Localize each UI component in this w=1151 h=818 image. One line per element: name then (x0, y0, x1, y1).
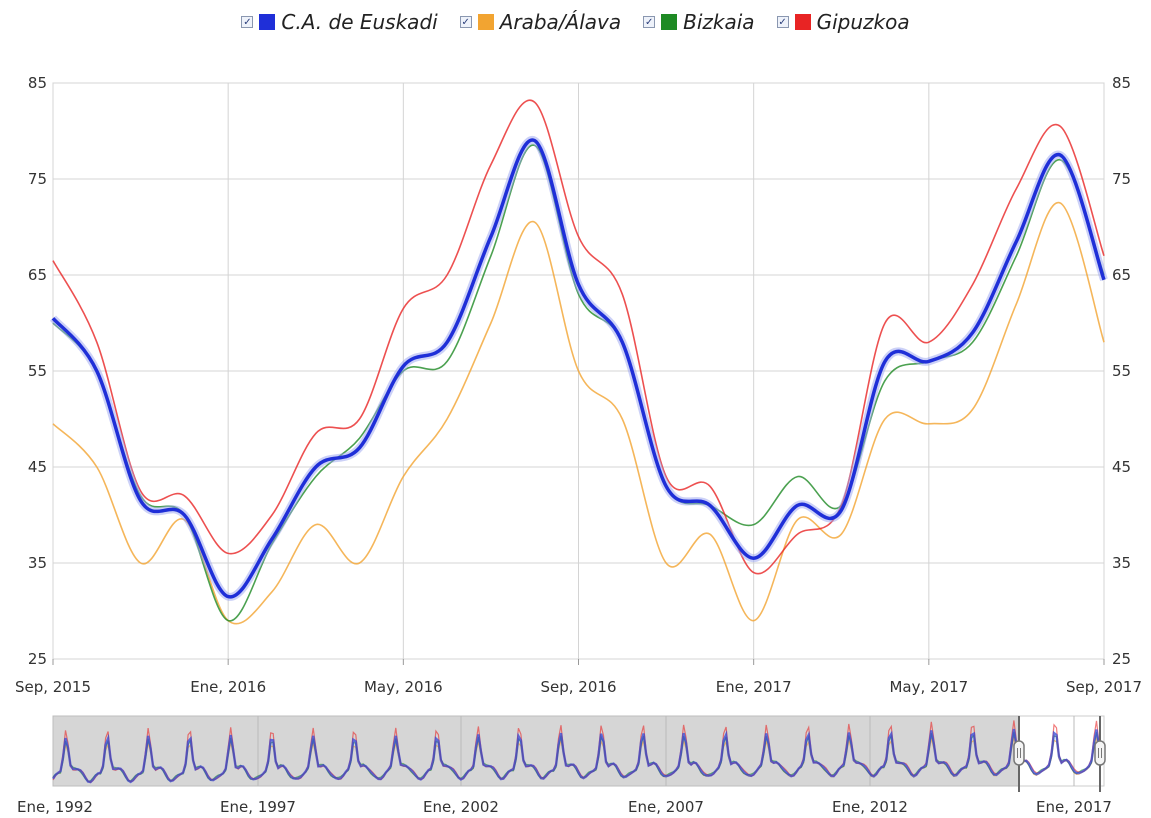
navigator-mask (52, 715, 1020, 787)
legend-label-bizkaia: Bizkaia (683, 10, 755, 34)
chart-legend: ✓ C.A. de Euskadi ✓ Araba/Álava ✓ Bizkai… (0, 8, 1151, 36)
navigator-tick-label: Ene, 2012 (832, 798, 908, 816)
legend-checkbox-bizkaia[interactable]: ✓ (643, 16, 656, 28)
legend-swatch-araba (477, 14, 494, 30)
y-tick-label-left: 75 (28, 170, 47, 188)
y-tick-label-left: 65 (28, 266, 47, 284)
x-tick-label: Sep, 2016 (541, 678, 617, 696)
series-lines (49, 99, 1108, 625)
x-tick-label: Ene, 2016 (190, 678, 266, 696)
y-tick-label-left: 45 (28, 458, 47, 476)
x-tick-label: May, 2016 (364, 678, 443, 696)
y-tick-label-right: 85 (1112, 74, 1131, 92)
navigator-tick-label: Ene, 2007 (628, 798, 704, 816)
series-line-c-a-de-euskadi (51, 138, 1106, 599)
y-axis-left: 25 35 45 55 65 75 85 (28, 74, 47, 668)
y-axis-right: 25 35 45 55 65 75 85 (1112, 74, 1131, 668)
series-line-araba-lava (52, 202, 1105, 625)
y-tick-label-right: 35 (1112, 554, 1131, 572)
y-tick-label-right: 45 (1112, 458, 1131, 476)
navigator-tick-label: Ene, 2002 (423, 798, 499, 816)
legend-swatch-gipuzkoa (794, 14, 811, 30)
legend-item-bizkaia[interactable]: ✓ Bizkaia (643, 10, 755, 34)
y-tick-label-right: 25 (1112, 650, 1131, 668)
navigator-handle-right[interactable] (1094, 740, 1106, 766)
series-line-gipuzkoa (52, 99, 1105, 575)
navigator-tick-label: Ene, 1992 (17, 798, 93, 816)
legend-swatch-bizkaia (661, 14, 678, 30)
legend-label-gipuzkoa: Gipuzkoa (816, 10, 910, 34)
navigator-handle-left[interactable] (1013, 740, 1025, 766)
x-tick-label: Ene, 2017 (716, 678, 792, 696)
legend-swatch-euskadi (259, 14, 276, 30)
legend-label-euskadi: C.A. de Euskadi (281, 10, 438, 34)
x-axis: Sep, 2015 Ene, 2016 May, 2016 Sep, 2016 Ene,… (15, 659, 1142, 696)
navigator-tick-label: Ene, 1997 (220, 798, 296, 816)
legend-item-gipuzkoa[interactable]: ✓ Gipuzkoa (776, 10, 910, 34)
x-tick-label: Sep, 2015 (15, 678, 91, 696)
navigator-tick-label: Ene, 2017 (1036, 798, 1112, 816)
y-tick-label-right: 65 (1112, 266, 1131, 284)
x-tick-label: May, 2017 (889, 678, 968, 696)
y-tick-label-left: 35 (28, 554, 47, 572)
navigator-line-euskadi (51, 728, 1105, 784)
y-tick-label-left: 85 (28, 74, 47, 92)
legend-checkbox-euskadi[interactable]: ✓ (241, 16, 254, 28)
y-tick-label-left: 55 (28, 362, 47, 380)
legend-checkbox-araba[interactable]: ✓ (459, 16, 472, 28)
legend-item-araba[interactable]: ✓ Araba/Álava (459, 10, 622, 34)
x-tick-label: Sep, 2017 (1066, 678, 1142, 696)
y-tick-label-right: 55 (1112, 362, 1131, 380)
legend-item-euskadi[interactable]: ✓ C.A. de Euskadi (241, 10, 438, 34)
legend-label-araba: Araba/Álava (499, 10, 622, 34)
navigator[interactable]: Ene, 1992 Ene, 1997 Ene, 2002 Ene, 2007 Ene,… (17, 715, 1112, 816)
y-tick-label-right: 75 (1112, 170, 1131, 188)
legend-checkbox-gipuzkoa[interactable]: ✓ (776, 16, 789, 28)
y-tick-label-left: 25 (28, 650, 47, 668)
